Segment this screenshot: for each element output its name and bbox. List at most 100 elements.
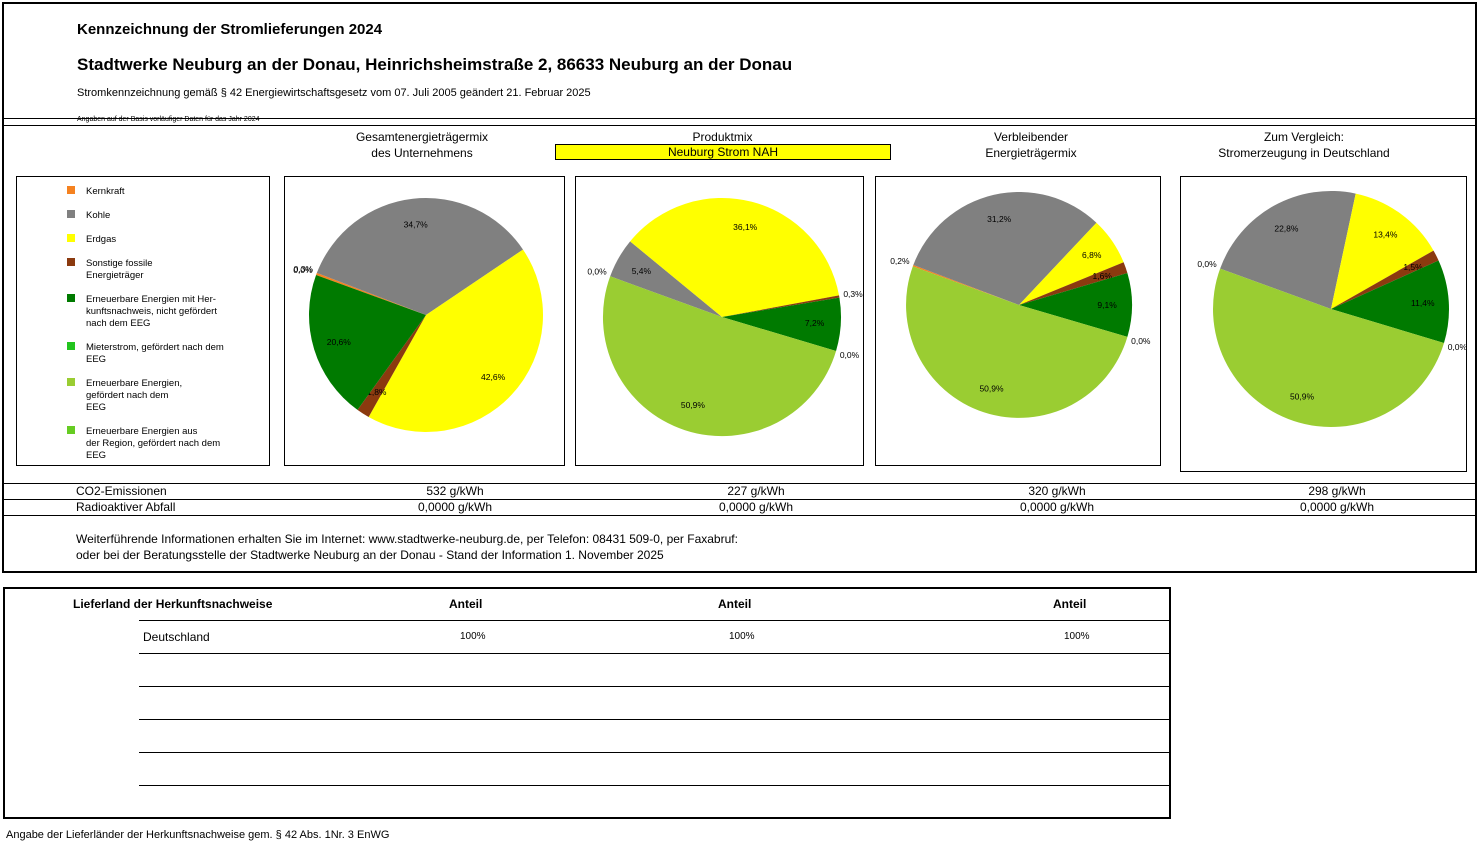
legend-label-ee-herkunftsnachweis: Erneuerbare Energien mit Her-kunftsnachw… xyxy=(86,294,217,329)
pie-slice-kohle xyxy=(1220,190,1356,309)
pie-slice-ee-herkunftsnachweis xyxy=(309,274,426,410)
pie-slice-sonstige-fossile xyxy=(1019,262,1128,305)
legend-label-kohle: Kohle xyxy=(86,210,111,221)
pie-chart-company-mix: 0,3% 34,7% 42,6% 1,8% 20,6% 0,0% xyxy=(293,197,544,432)
company-mix-heading-line1: Gesamtenergieträgermix xyxy=(355,130,489,144)
pie-chart-residual-mix: 0,2% 31,2% 6,8% 1,6% 9,1% 0,0% 50,9% xyxy=(890,192,1151,418)
origin-row-line xyxy=(139,620,1169,621)
pie-slice-erdgas xyxy=(630,197,840,317)
pie-label-ee-gefoerdert: 50,9% xyxy=(979,384,1004,394)
pie-label-mieterstrom: 0,0% xyxy=(1131,336,1151,346)
pie-slice-ee-gefoerdert xyxy=(906,266,1128,418)
legend-swatch-kohle xyxy=(67,210,75,218)
origin-share-cell-1: 100% xyxy=(460,631,486,642)
legend-label-mieterstrom: Mieterstrom, gefördert nach dem EEG xyxy=(86,342,224,365)
pie-label-mieterstrom: 0,0% xyxy=(840,350,860,360)
pie-label-kohle: 34,7% xyxy=(404,219,429,229)
chart-box-company: 0,3% 34,7% 42,6% 1,8% 20,6% 0,0% xyxy=(284,176,565,466)
pie-label-erdgas: 42,6% xyxy=(481,372,506,382)
legal-subtitle: Stromkennzeichnung gemäß § 42 Energiewir… xyxy=(77,87,591,99)
pie-slice-ee-gefoerdert xyxy=(602,276,837,437)
legend-swatch-ee-herkunftsnachweis xyxy=(67,294,75,302)
germany-heading: Zum Vergleich: Stromerzeugung in Deutsch… xyxy=(1184,129,1424,161)
legend-swatch-sonstige-fossile xyxy=(67,258,75,266)
legend: Kernkraft Kohle Erdgas Sonstige fossile E… xyxy=(16,176,270,466)
pie-label-mieterstrom: 0,0% xyxy=(1448,342,1466,352)
pie-slice-sonstige-fossile xyxy=(357,315,426,417)
germany-heading-line1: Zum Vergleich: xyxy=(1263,130,1345,144)
origin-row-line xyxy=(139,653,1169,654)
pie-label-ee-herkunftsnachweis: 9,1% xyxy=(1097,300,1117,310)
pie-label-kernkraft: 0,0% xyxy=(1197,259,1217,269)
chart-box-product: 0,0% 5,4% 36,1% 0,3% 7,2% 0,0% 50,9% xyxy=(575,176,864,466)
emissions-mid-line xyxy=(4,499,1477,500)
pie-label-ee-gefoerdert: 50,9% xyxy=(1290,391,1315,401)
residual-mix-heading-line2: Energieträgermix xyxy=(985,146,1077,160)
pie-label-erdgas: 6,8% xyxy=(1082,250,1102,260)
pie-label-sonstige-fossile: 1,5% xyxy=(1403,262,1423,272)
pie-slice-ee-herkunftsnachweis xyxy=(1331,260,1450,344)
info-line-1: Weiterführende Informationen erhalten Si… xyxy=(76,532,738,546)
legend-swatch-ee-region xyxy=(67,426,75,434)
emissions-bottom-line xyxy=(4,515,1477,516)
pie-label-erdgas: 36,1% xyxy=(733,222,758,232)
main-frame xyxy=(2,2,1477,573)
pie-slice-ee-herkunftsnachweis xyxy=(1019,273,1132,337)
pie-chart-germany: 0,0% 22,8% 13,4% 1,5% 11,4% 0,0% 50,9% xyxy=(1197,190,1468,427)
pie-slice-sonstige-fossile xyxy=(1331,250,1439,309)
pie-slice-ee-herkunftsnachweis xyxy=(722,297,841,351)
page-title: Kennzeichnung der Stromlieferungen 2024 xyxy=(77,21,383,38)
pie-label-mieterstrom: 0,0% xyxy=(293,265,313,275)
pie-slice-ee-gefoerdert xyxy=(1213,268,1444,427)
company-mix-heading-line2: des Unternehmens xyxy=(371,146,473,160)
residual-mix-heading: Verbleibender Energieträgermix xyxy=(911,129,1151,161)
chart-box-germany: 0,0% 22,8% 13,4% 1,5% 11,4% 0,0% 50,9% xyxy=(1180,176,1468,472)
legend-swatch-ee-gefoerdert xyxy=(67,378,75,386)
legend-swatch-mieterstrom xyxy=(67,342,75,350)
pie-label-ee-herkunftsnachweis: 7,2% xyxy=(805,318,825,328)
origin-row-line xyxy=(139,785,1169,786)
pie-label-kernkraft: 0,2% xyxy=(890,256,910,266)
waste-value-company: 0,0000 g/kWh xyxy=(417,500,493,514)
legend-swatch-kernkraft xyxy=(67,186,75,194)
legend-swatch-erdgas xyxy=(67,234,75,242)
pie-label-sonstige-fossile: 1,6% xyxy=(1093,271,1113,281)
legend-label-kernkraft: Kernkraft xyxy=(86,186,125,197)
pie-slice-kohle xyxy=(913,192,1097,305)
origin-row-line xyxy=(139,686,1169,687)
origin-header-share-3: Anteil xyxy=(1053,597,1087,611)
emissions-top-line xyxy=(4,483,1477,484)
co2-value-product: 227 g/kWh xyxy=(727,484,785,498)
waste-value-residual: 0,0000 g/kWh xyxy=(1019,500,1095,514)
pie-label-kernkraft: 0,3% xyxy=(294,264,314,274)
legend-label-ee-gefoerdert: Erneuerbare Energien, gefördert nach dem E… xyxy=(86,378,183,413)
germany-heading-line2: Stromerzeugung in Deutschland xyxy=(1218,146,1390,160)
company-address: Stadtwerke Neuburg an der Donau, Heinric… xyxy=(77,55,793,74)
footnote: Angabe der Lieferländer der Herkunftsnac… xyxy=(6,829,390,841)
waste-value-product: 0,0000 g/kWh xyxy=(718,500,794,514)
pie-label-ee-herkunftsnachweis: 20,6% xyxy=(327,337,352,347)
origin-row-line xyxy=(139,719,1169,720)
co2-value-germany: 298 g/kWh xyxy=(1308,484,1366,498)
pie-slice-erdgas xyxy=(368,249,544,432)
pie-slice-kernkraft xyxy=(912,265,1019,305)
pie-chart-product-mix: 0,0% 5,4% 36,1% 0,3% 7,2% 0,0% 50,9% xyxy=(587,197,863,437)
legend-label-sonstige-fossile: Sonstige fossile Energieträger xyxy=(86,258,153,281)
legend-label-erdgas: Erdgas xyxy=(86,234,117,245)
residual-mix-heading-line1: Verbleibender xyxy=(993,130,1069,144)
basis-note: Angaben auf der Basis vorläufiger Daten … xyxy=(77,116,260,123)
product-mix-heading: Produktmix xyxy=(692,130,753,144)
pie-label-erdgas: 13,4% xyxy=(1373,230,1398,240)
company-mix-heading: Gesamtenergieträgermix des Unternehmens xyxy=(302,129,542,161)
chart-box-residual: 0,2% 31,2% 6,8% 1,6% 9,1% 0,0% 50,9% xyxy=(875,176,1161,466)
product-name-badge: Neuburg Strom NAH xyxy=(555,144,891,160)
pie-slice-kernkraft xyxy=(316,272,426,315)
pie-label-kernkraft: 0,0% xyxy=(587,267,607,277)
pie-label-kohle: 22,8% xyxy=(1274,224,1299,234)
pie-label-sonstige-fossile: 0,3% xyxy=(843,289,863,299)
waste-label: Radioaktiver Abfall xyxy=(76,500,176,514)
origin-header-share-2: Anteil xyxy=(718,597,752,611)
origin-row-line xyxy=(139,752,1169,753)
waste-value-germany: 0,0000 g/kWh xyxy=(1299,500,1375,514)
co2-value-residual: 320 g/kWh xyxy=(1028,484,1086,498)
